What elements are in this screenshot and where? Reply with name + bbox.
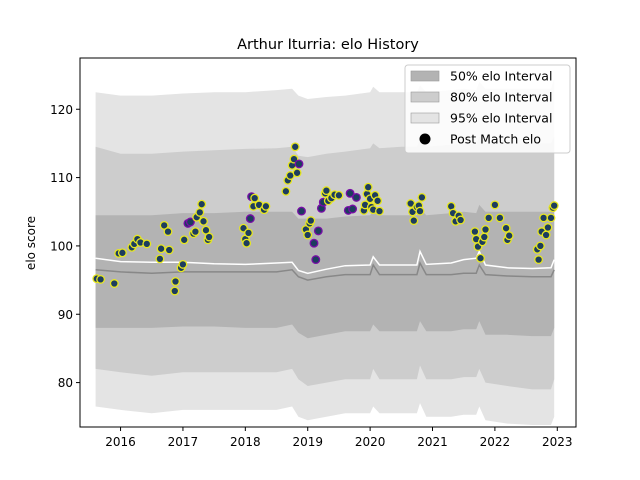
post-match-points — [92, 142, 559, 296]
match-point — [504, 231, 514, 241]
match-point — [535, 241, 545, 251]
match-point — [197, 199, 207, 209]
match-point — [250, 193, 260, 203]
match-point — [311, 255, 321, 265]
match-point — [171, 277, 180, 286]
match-point — [409, 216, 419, 226]
match-point — [543, 223, 553, 232]
match-point — [351, 192, 361, 202]
match-point — [170, 286, 180, 296]
match-point — [261, 201, 271, 211]
match-point — [294, 159, 304, 169]
match-point — [495, 213, 505, 223]
match-point — [303, 230, 313, 240]
y-tick-label: 80 — [58, 376, 73, 390]
y-tick-label: 100 — [50, 239, 73, 253]
match-point — [281, 186, 291, 196]
match-point — [363, 182, 373, 192]
x-tick-label: 2020 — [355, 435, 386, 449]
match-point — [185, 217, 195, 227]
match-point — [204, 232, 214, 242]
match-point — [297, 206, 306, 216]
match-point — [417, 192, 427, 202]
match-point — [501, 223, 511, 233]
match-point — [415, 206, 425, 216]
match-point — [549, 201, 559, 211]
match-point — [292, 168, 302, 178]
y-tick-label: 90 — [58, 308, 73, 322]
match-point — [373, 196, 383, 206]
y-tick-label: 110 — [50, 171, 73, 185]
legend-swatch-band50 — [410, 70, 440, 82]
x-tick-label: 2017 — [168, 435, 199, 449]
y-axis-ticks: 80 90 100 110 120 — [50, 103, 80, 390]
match-point — [142, 239, 152, 249]
match-point — [117, 248, 127, 258]
match-point — [179, 235, 189, 245]
match-point — [190, 227, 200, 237]
match-point — [476, 253, 485, 263]
match-point — [534, 255, 544, 265]
legend-label: 50% elo Interval — [450, 69, 552, 84]
match-point — [345, 188, 355, 198]
legend-label: 80% elo Interval — [450, 90, 552, 105]
match-point — [109, 279, 119, 288]
match-point — [178, 259, 188, 269]
median-line — [95, 260, 555, 281]
match-point — [156, 244, 166, 254]
match-point — [306, 216, 316, 226]
match-point — [348, 204, 358, 214]
x-tick-label: 2021 — [417, 435, 448, 449]
match-point — [242, 238, 252, 248]
match-point — [313, 226, 323, 236]
match-point — [470, 227, 480, 237]
y-tick-label: 120 — [50, 103, 73, 117]
x-axis-ticks: 2016 2017 2018 2019 2020 2021 2022 2023 — [105, 427, 573, 449]
legend: 50% elo Interval 80% elo Interval 95% elo … — [404, 64, 571, 154]
match-point — [479, 232, 489, 242]
x-tick-label: 2022 — [480, 435, 511, 449]
match-point — [290, 142, 300, 152]
match-point — [539, 213, 549, 223]
legend-swatch-band80 — [410, 91, 440, 103]
match-point — [484, 213, 494, 223]
axes-frame — [79, 57, 577, 428]
match-point — [159, 220, 169, 230]
interval-bands — [95, 78, 555, 425]
match-point — [309, 238, 319, 248]
match-point — [546, 213, 556, 223]
match-point — [96, 274, 106, 284]
legend-box — [404, 64, 571, 154]
match-point — [334, 190, 344, 200]
match-point — [245, 214, 255, 224]
match-point — [155, 254, 165, 264]
x-tick-label: 2018 — [230, 435, 261, 449]
match-point — [195, 207, 205, 217]
match-point — [199, 216, 208, 226]
match-point — [321, 186, 331, 196]
match-point — [490, 200, 500, 210]
match-point — [481, 225, 490, 234]
x-tick-label: 2019 — [292, 435, 323, 449]
x-tick-label: 2023 — [542, 435, 573, 449]
legend-swatch-band95 — [410, 112, 440, 124]
match-point — [456, 215, 466, 225]
match-point — [375, 206, 384, 216]
match-point — [164, 245, 174, 255]
chart-title: Arthur Iturria: elo History — [237, 37, 419, 53]
match-point — [244, 228, 253, 238]
match-point — [541, 230, 551, 240]
x-tick-label: 2016 — [105, 435, 136, 449]
legend-label: Post Match elo — [450, 132, 541, 147]
legend-label: 95% elo Interval — [450, 111, 552, 126]
match-point — [163, 227, 173, 237]
y-axis-label: elo score — [24, 216, 38, 270]
legend-marker-swatch — [419, 133, 431, 145]
